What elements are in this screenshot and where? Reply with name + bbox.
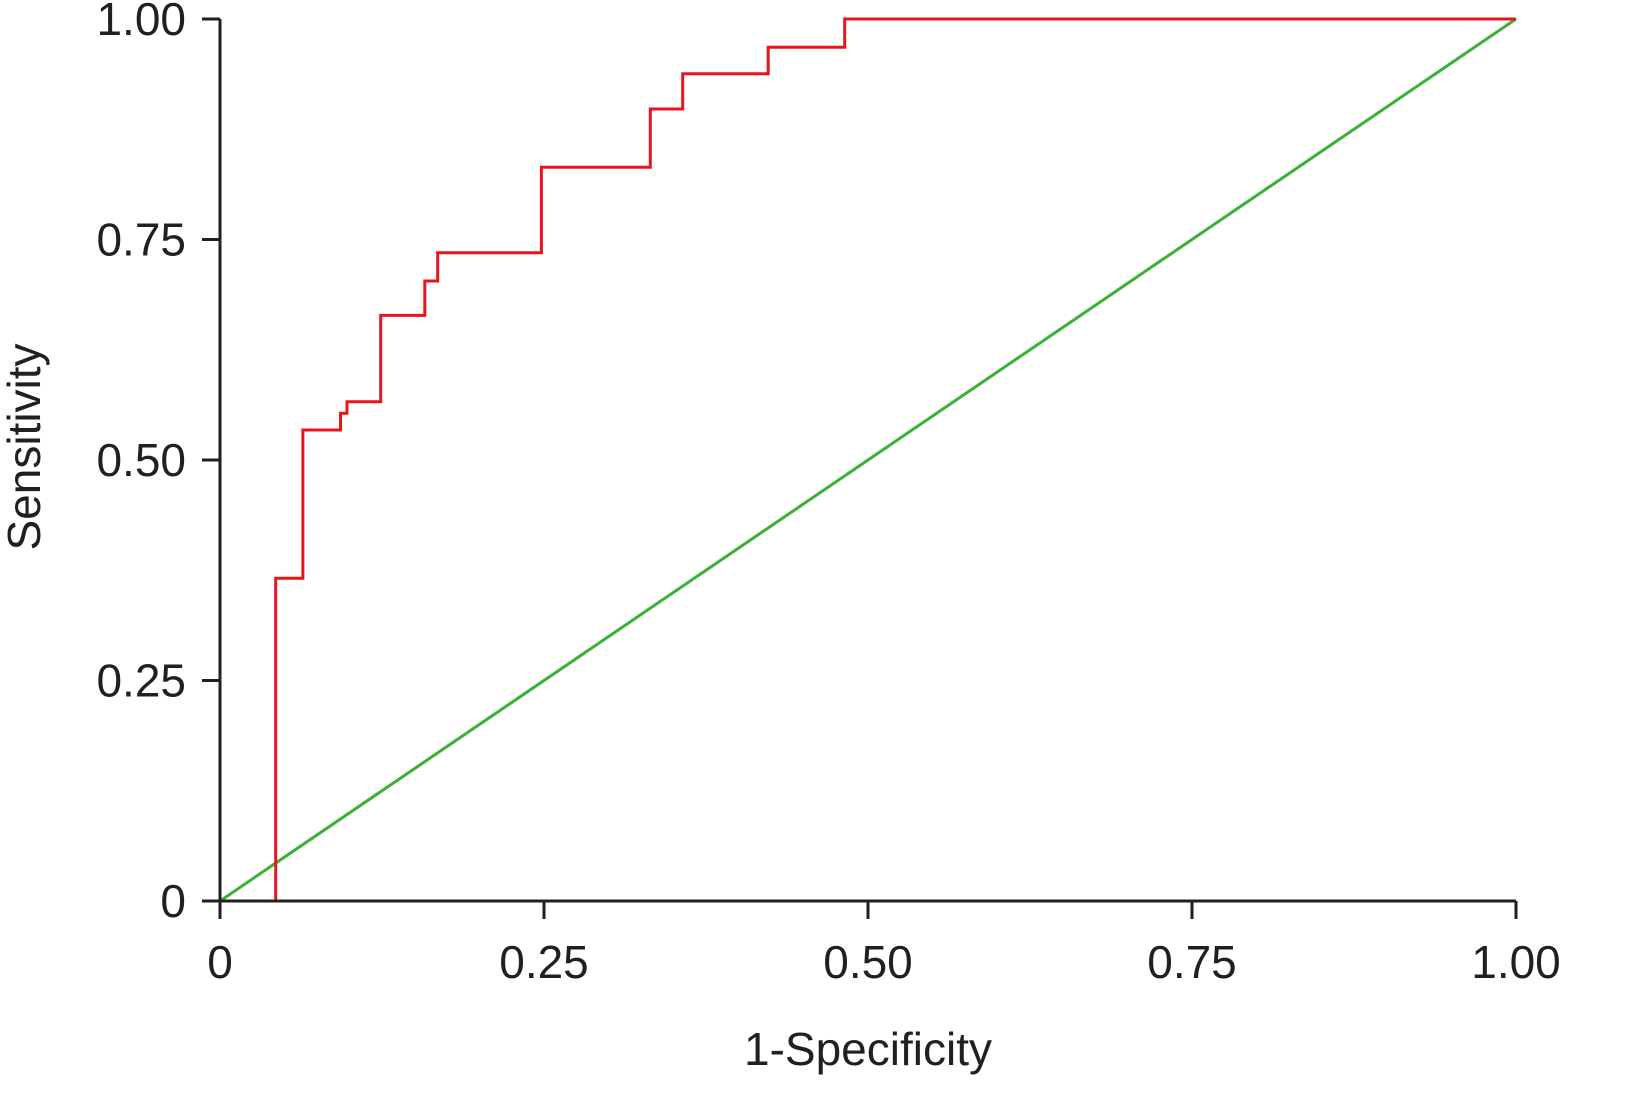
x-tick-label: 0.25 <box>499 936 589 988</box>
y-tick-label: 1.00 <box>96 0 186 45</box>
y-tick-label: 0.50 <box>96 434 186 486</box>
y-tick-label: 0 <box>160 875 186 927</box>
reference-diagonal-line <box>219 17 1517 903</box>
axes-layer: 0 0.25 0.50 0.75 1.00 0 0.25 0.50 0.75 1.00 <box>96 0 1560 988</box>
y-axis-title: Sensitivity <box>0 343 50 550</box>
y-tick-label: 0.75 <box>96 214 186 266</box>
series-layer <box>219 17 1517 903</box>
x-tick-label: 0.50 <box>823 936 913 988</box>
x-axis-title: 1-Specificity <box>744 1023 992 1075</box>
y-tick-label: 0.25 <box>96 655 186 707</box>
x-tick-label: 1.00 <box>1471 936 1561 988</box>
roc-curve-line <box>274 17 1516 901</box>
x-tick-label: 0.75 <box>1147 936 1237 988</box>
x-tick-label: 0 <box>207 936 233 988</box>
